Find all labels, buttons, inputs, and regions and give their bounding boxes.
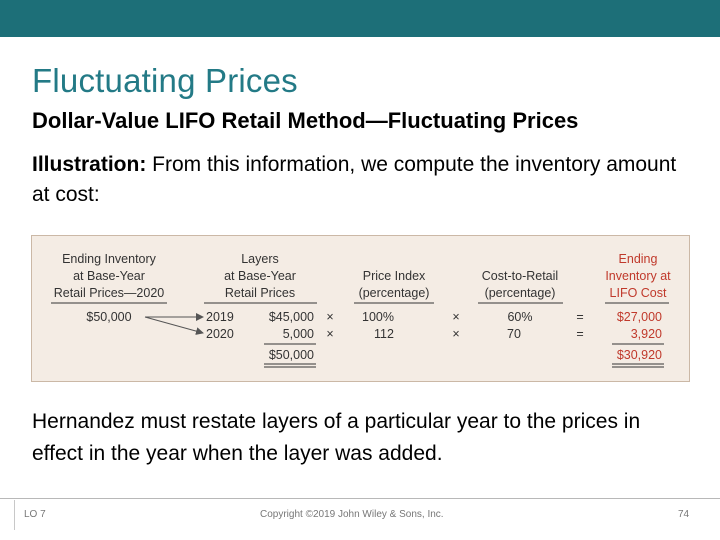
row-2019-times-1: × [326,310,333,324]
row-2020-year: 2020 [206,327,234,341]
header-ending-lifo-2: Inventory at [605,269,671,283]
slide-subtitle: Dollar-Value LIFO Retail Method—Fluctuat… [32,108,579,133]
row-2019-equals: = [576,310,583,324]
header-layers-1: Layers [241,252,279,266]
header-ending-lifo-1: Ending [619,252,658,266]
row-2020-layer: 5,000 [283,327,314,341]
row-2020-times-1: × [326,327,333,341]
layer-total: $50,000 [269,348,314,362]
row-2020-ratio: 70 [507,327,521,341]
lifo-table-graphic: Ending Inventory at Base-Year Retail Pri… [51,252,671,368]
row-2020-index: 112 [374,327,394,341]
arrow-to-2020-icon [144,316,204,335]
cost-total: $30,920 [617,348,662,362]
intro-text: From this information, we compute the in… [32,153,677,206]
conclusion-paragraph: Hernandez must restate layers of a parti… [32,410,641,465]
learning-objective-label: LO 7 [24,509,46,520]
intro-paragraph: Illustration: From this information, we … [32,150,692,210]
header-price-index-1: Price Index [363,269,426,283]
row-2020-cost: 3,920 [631,327,662,341]
row-2019-cost: $27,000 [617,310,662,324]
header-ending-inventory-2: at Base-Year [73,269,145,283]
row-2019-ratio: 60% [507,310,532,324]
row-2019-year: 2019 [206,310,234,324]
header-price-index-2: (percentage) [359,286,430,300]
copyright-notice: Copyright ©2019 John Wiley & Sons, Inc. [260,509,444,520]
row-2019-times-2: × [452,310,459,324]
row-2019-layer: $45,000 [269,310,314,324]
header-ending-lifo-3: LIFO Cost [610,286,667,300]
intro-label: Illustration: [32,153,147,176]
row-2019-index: 100% [362,310,394,324]
row-2020-times-2: × [452,327,459,341]
header-cost-to-retail-1: Cost-to-Retail [482,269,558,283]
top-banner [0,0,720,37]
header-cost-to-retail-2: (percentage) [485,286,556,300]
footer-divider [0,498,720,499]
header-ending-inventory-3: Retail Prices—2020 [54,286,165,300]
header-ending-inventory-1: Ending Inventory [62,252,157,266]
page-number: 74 [678,509,690,520]
footer-left-rule [14,500,15,530]
slide-title: Fluctuating Prices [32,62,298,99]
ending-inventory-value: $50,000 [86,310,131,324]
row-2020-equals: = [576,327,583,341]
header-layers-3: Retail Prices [225,286,295,300]
lifo-computation-table: Ending Inventory at Base-Year Retail Pri… [31,235,690,382]
header-layers-2: at Base-Year [224,269,296,283]
